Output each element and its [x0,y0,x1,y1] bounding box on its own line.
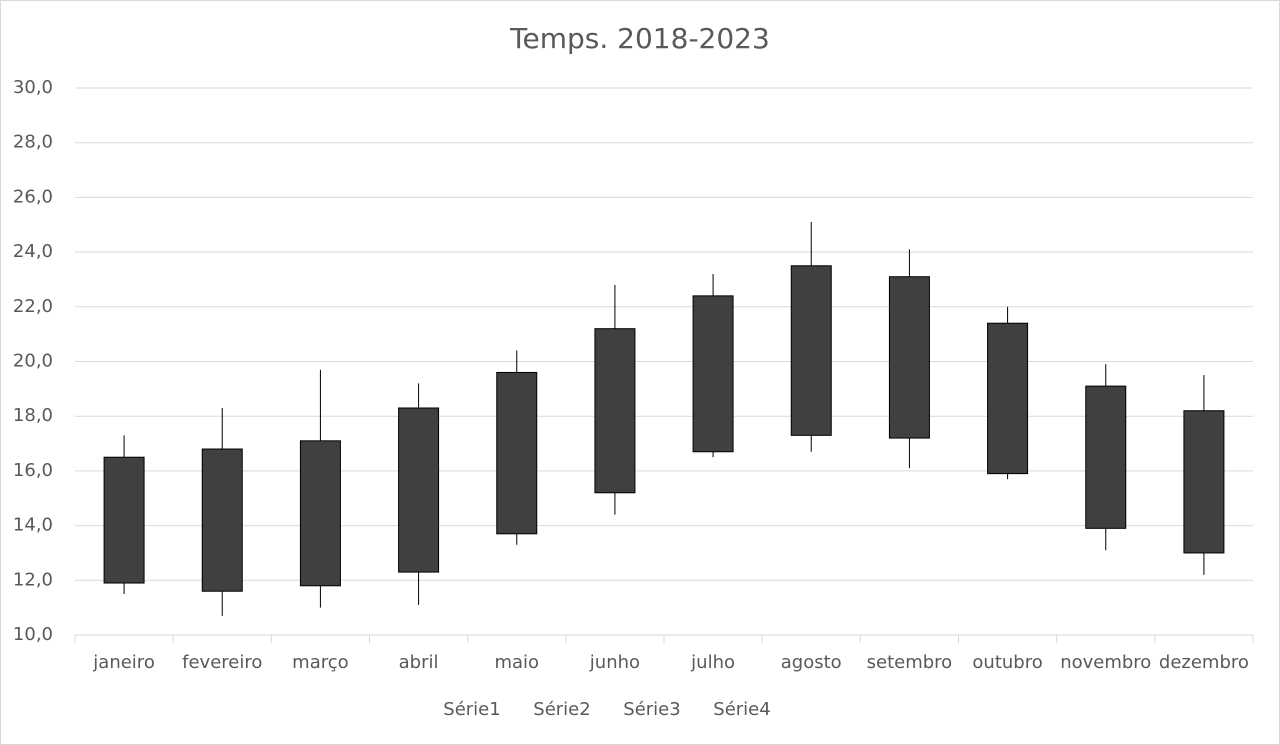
legend-label: Série3 [623,699,680,720]
y-tick-label: 16,0 [13,460,53,481]
x-tick-label: janeiro [92,652,155,673]
candle-body [987,322,1029,475]
y-tick-label: 18,0 [13,405,53,426]
chart-title: Temps. 2018-2023 [509,22,770,55]
candle-body [1183,410,1225,554]
y-tick-label: 14,0 [13,515,53,536]
y-tick-label: 22,0 [13,296,53,317]
candle-body [790,265,832,436]
candle-body [201,448,243,592]
y-tick-label: 24,0 [13,241,53,262]
y-tick-label: 10,0 [13,624,53,645]
y-tick-label: 26,0 [13,186,53,207]
candle-body [299,440,341,587]
x-tick-label: junho [589,652,640,673]
y-tick-label: 20,0 [13,351,53,372]
x-tick-label: outubro [972,652,1042,673]
y-tick-label: 30,0 [13,77,53,98]
x-tick-label: fevereiro [182,652,262,673]
candle-body [594,328,636,494]
candle-body [1085,385,1127,529]
y-tick-label: 28,0 [13,132,53,153]
legend-label: Série2 [533,699,590,720]
candle-body [398,407,440,573]
candle-body [692,295,734,453]
x-tick-label: dezembro [1159,652,1249,673]
legend-label: Série4 [713,699,770,720]
candle-body [888,276,930,439]
x-tick-label: setembro [867,652,953,673]
candle-body [496,371,538,535]
x-tick-label: julho [690,652,735,673]
x-tick-label: agosto [781,652,842,673]
x-tick-label: março [292,652,348,673]
candle-body [103,456,145,584]
x-tick-label: abril [399,652,439,673]
x-tick-label: maio [494,652,539,673]
x-tick-label: novembro [1060,652,1151,673]
y-tick-label: 12,0 [13,569,53,590]
legend-label: Série1 [443,699,500,720]
